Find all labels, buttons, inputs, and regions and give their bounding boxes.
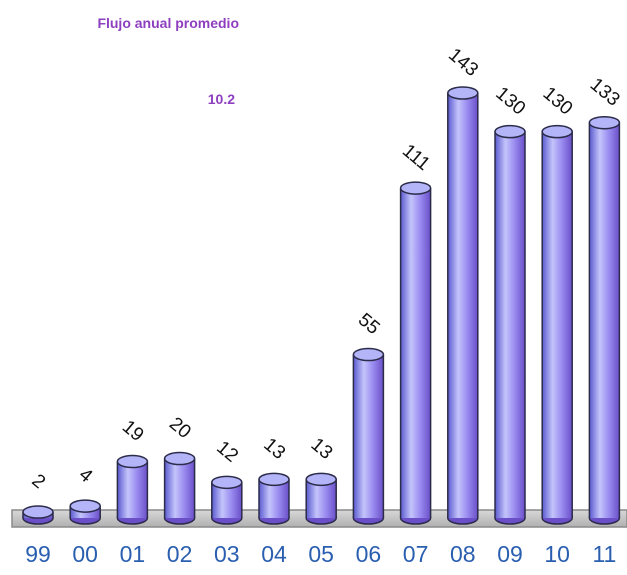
bar-03: [211, 475, 243, 525]
bar-cap: [494, 124, 526, 139]
x-tick-label-00: 00: [72, 541, 98, 567]
data-label-09: 130: [491, 83, 529, 119]
data-label-03: 12: [212, 437, 242, 467]
bar-11: [588, 115, 621, 525]
bar-body: [447, 93, 478, 518]
bar-00: [69, 499, 101, 525]
bar-cap: [163, 451, 196, 466]
data-label-07: 111: [398, 140, 434, 175]
bar-cap: [541, 124, 573, 139]
bar-cap: [352, 347, 385, 362]
data-label-08: 143: [444, 44, 482, 80]
data-label-10: 130: [539, 83, 577, 119]
data-label-04: 13: [259, 434, 289, 464]
bar-body: [400, 188, 431, 518]
bar-cap: [69, 499, 101, 513]
x-tick-label-05: 05: [308, 541, 334, 567]
bar-cap: [588, 115, 621, 130]
bar-cap: [116, 454, 149, 469]
x-tick-label-01: 01: [120, 541, 146, 567]
x-tick-label-11: 11: [592, 541, 616, 567]
bar-04: [258, 472, 290, 525]
bar-body: [353, 354, 384, 518]
x-tick-label-99: 99: [25, 541, 51, 567]
x-tick-label-07: 07: [403, 541, 429, 567]
bar-01: [116, 454, 149, 525]
bar-cap: [399, 181, 432, 195]
x-tick-label-06: 06: [356, 541, 382, 567]
bar-body: [542, 131, 573, 519]
x-tick-label-09: 09: [497, 541, 523, 567]
data-label-00: 4: [75, 464, 97, 487]
data-label-01: 19: [118, 416, 148, 446]
data-label-05: 13: [307, 434, 337, 464]
bar-09: [494, 124, 526, 525]
bar-05: [305, 472, 337, 525]
data-label-99: 2: [28, 470, 50, 493]
bar-cap: [258, 472, 290, 487]
bar-06: [352, 347, 385, 525]
bar-cap: [211, 475, 243, 490]
x-tick-label-02: 02: [167, 541, 193, 567]
data-label-11: 133: [586, 74, 624, 110]
bar-body: [495, 131, 525, 519]
bar-body: [589, 122, 620, 519]
annotation-title: Flujo anual promedio: [97, 15, 239, 31]
bar-10: [541, 124, 573, 525]
bar-cap: [22, 505, 54, 519]
bar-07: [399, 181, 432, 525]
data-label-02: 20: [165, 413, 195, 443]
bar-body: [117, 461, 148, 518]
x-tick-label-03: 03: [214, 541, 240, 567]
bar-body: [164, 458, 195, 518]
annotation-value: 10.2: [207, 91, 235, 107]
bar-02: [163, 451, 196, 525]
data-label-06: 55: [354, 309, 384, 339]
bar-cap: [447, 86, 479, 100]
bar-cap: [305, 472, 337, 487]
x-tick-label-10: 10: [544, 541, 570, 567]
x-tick-label-08: 08: [450, 541, 476, 567]
bar-08: [447, 86, 479, 525]
x-tick-label-04: 04: [261, 541, 287, 567]
bar-99: [22, 505, 54, 525]
